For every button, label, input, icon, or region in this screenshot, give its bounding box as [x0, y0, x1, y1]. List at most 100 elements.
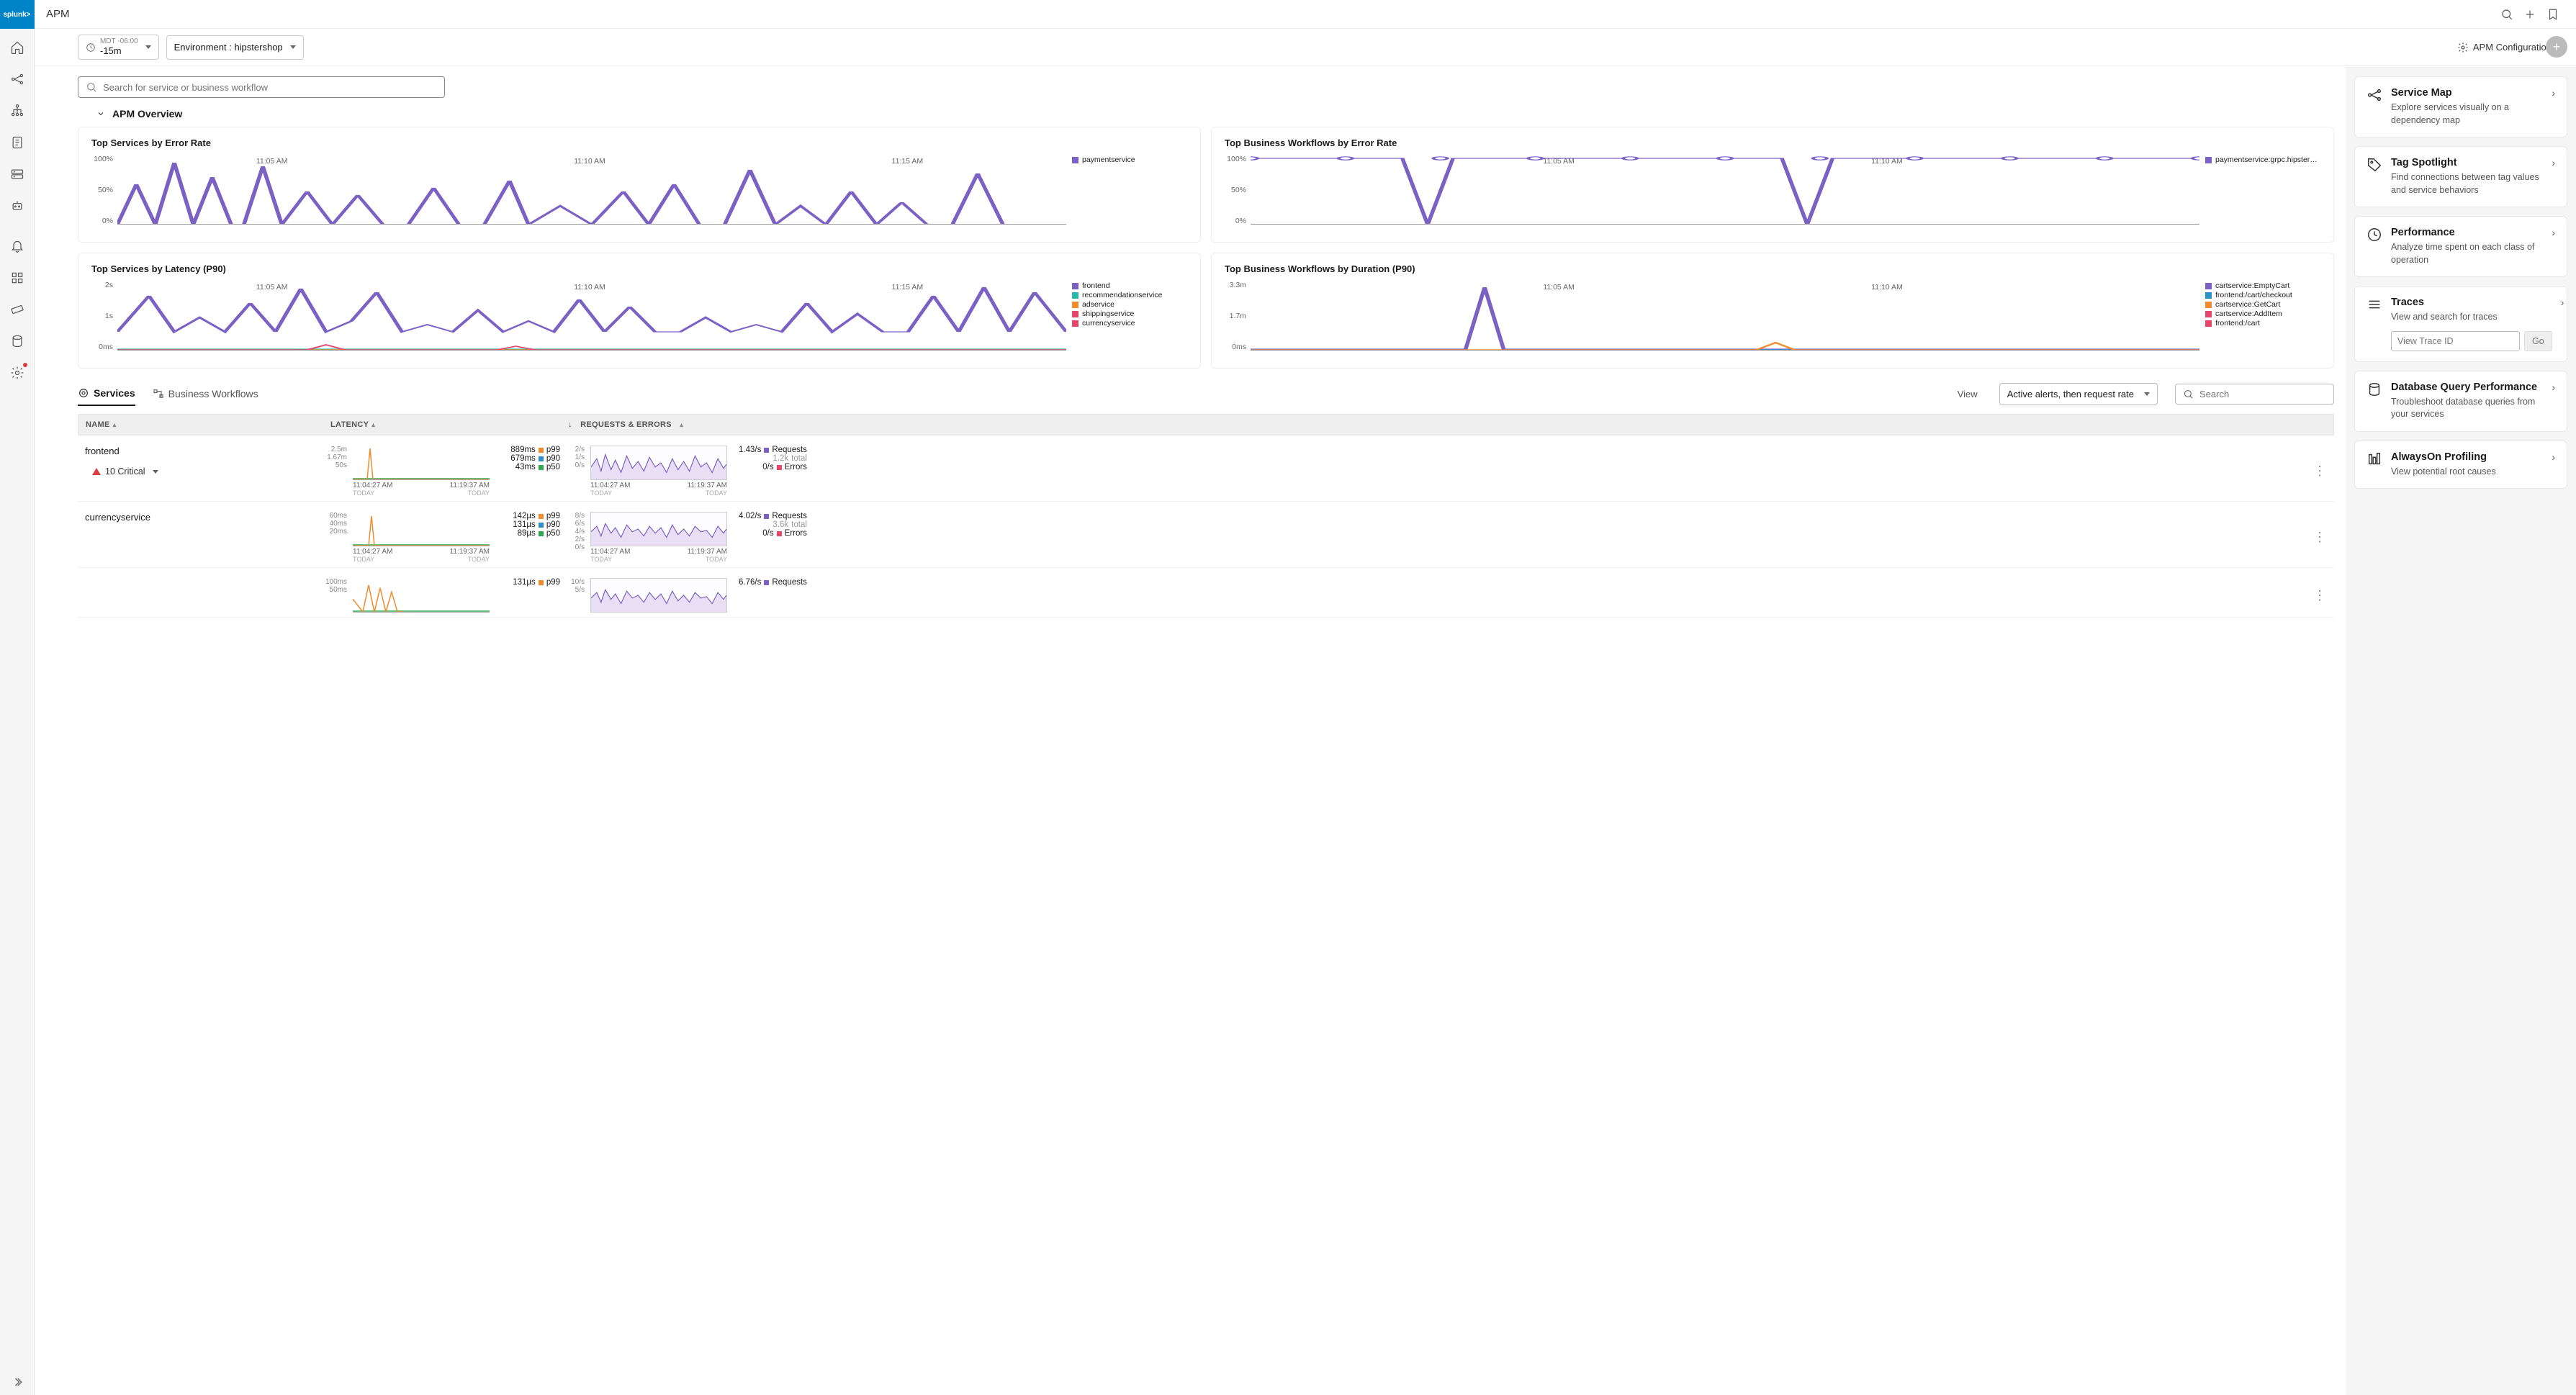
chevron-right-icon: › [2552, 227, 2555, 238]
view-select[interactable]: Active alerts, then request rate [1999, 383, 2158, 405]
requests-cell: 2/s1/s0/s11:04:27 AM11:19:37 AMTODAYTODA… [560, 446, 2305, 497]
side-card-perf[interactable]: Performance Analyze time spent on each cl… [2354, 216, 2567, 277]
home-icon[interactable] [4, 35, 30, 60]
row-menu-icon[interactable]: ⋮ [2305, 530, 2334, 545]
side-card-desc: View potential root causes [2391, 466, 2543, 479]
topbar: APM [35, 0, 2576, 29]
chevron-down-icon [290, 45, 296, 49]
legend-item: frontend [1072, 281, 1187, 290]
server-icon[interactable] [4, 161, 30, 187]
services-tabs: Services Business Workflows View Active … [78, 382, 2334, 407]
col-latency[interactable]: LATENCY [323, 415, 561, 435]
bot-icon[interactable] [4, 193, 30, 219]
chevron-down-icon [2144, 392, 2150, 396]
tag-icon [2366, 157, 2382, 173]
chart-title: Top Services by Latency (P90) [91, 263, 1187, 274]
search-icon [86, 81, 97, 93]
alert-badge[interactable]: 10 Critical [85, 466, 315, 477]
legend-item: adservice [1072, 300, 1187, 309]
search-icon[interactable] [2495, 3, 2518, 26]
legend-item: cartservice:GetCart [2205, 300, 2320, 309]
latency-cell: 2.5m1.67m50s11:04:27 AM11:19:37 AMTODAYT… [323, 446, 560, 497]
controlbar: MDT -06:00 -15m Environment : hipstersho… [35, 29, 2576, 66]
legend-item: paymentservice [1072, 155, 1187, 164]
side-card-title: AlwaysOn Profiling [2391, 451, 2543, 463]
settings-icon[interactable] [4, 360, 30, 386]
table-row[interactable]: frontend10 Critical2.5m1.67m50s11:04:27 … [78, 435, 2334, 502]
service-name: frontend10 Critical [78, 446, 323, 497]
latency-cell: 60ms40ms20ms11:04:27 AM11:19:37 AMTODAYT… [323, 512, 560, 563]
side-card-prof[interactable]: AlwaysOn Profiling View potential root ca… [2354, 441, 2567, 489]
bell-icon[interactable] [4, 233, 30, 259]
db-icon[interactable] [4, 328, 30, 354]
side-card-title: Performance [2391, 227, 2543, 238]
chevron-down-icon [153, 470, 158, 474]
side-card-title: Tag Spotlight [2391, 157, 2543, 168]
side-card-desc: Analyze time spent on each class of oper… [2391, 241, 2543, 266]
side-card-trace[interactable]: Traces View and search for traces Go › [2354, 286, 2567, 362]
chart-title: Top Services by Error Rate [91, 137, 1187, 148]
side-card-tag[interactable]: Tag Spotlight Find connections between ta… [2354, 146, 2567, 207]
side-card-title: Database Query Performance [2391, 382, 2543, 393]
add-fab[interactable]: + [2546, 36, 2567, 58]
nav-rail: splunk> [0, 0, 35, 1395]
trace-icon [2366, 297, 2382, 312]
environment-picker[interactable]: Environment : hipstershop [166, 35, 304, 60]
time-range-picker[interactable]: MDT -06:00 -15m [78, 35, 159, 60]
expand-icon[interactable] [4, 1369, 30, 1395]
chevron-right-icon: › [2552, 451, 2555, 463]
side-card-map[interactable]: Service MapExplore services visually on … [2354, 76, 2567, 137]
chart-title: Top Business Workflows by Duration (P90) [1225, 263, 2320, 274]
tab-services[interactable]: Services [78, 382, 135, 406]
side-card-desc: Explore services visually on a dependenc… [2391, 101, 2543, 127]
service-search-input[interactable] [103, 82, 437, 93]
legend-item: frontend:/cart [2205, 319, 2320, 328]
search-icon [2183, 389, 2194, 399]
plus-icon[interactable] [2518, 3, 2541, 26]
overview-header[interactable]: APM Overview [96, 108, 2334, 119]
bookmark-icon[interactable] [2541, 3, 2564, 26]
tab-workflows[interactable]: Business Workflows [153, 382, 258, 405]
requests-cell: 8/s6/s4/s2/s0/s11:04:27 AM11:19:37 AMTOD… [560, 512, 2305, 563]
prof-icon [2366, 451, 2382, 467]
view-label: View [1958, 389, 1978, 399]
chevron-down-icon [145, 45, 151, 49]
side-card-desc: Troubleshoot database queries from your … [2391, 396, 2543, 421]
integrations-icon[interactable] [4, 66, 30, 92]
table-search-input[interactable] [2199, 389, 2326, 399]
row-menu-icon[interactable]: ⋮ [2305, 588, 2334, 603]
splunk-logo[interactable]: splunk> [0, 0, 35, 29]
main-content: APM Overview Top Services by Error Rate1… [35, 66, 2346, 1395]
chart-card: Top Business Workflows by Duration (P90)… [1211, 253, 2334, 369]
page-title: APM [46, 8, 70, 20]
side-card-db[interactable]: Database Query Performance Troubleshoot d… [2354, 371, 2567, 432]
chevron-right-icon: › [2552, 87, 2555, 99]
doc-icon[interactable] [4, 130, 30, 155]
legend-item: recommendationservice [1072, 291, 1187, 299]
side-card-desc: Find connections between tag values and … [2391, 171, 2543, 197]
table-row[interactable]: 100ms50ms131µsp9910/s5/s6.76/sRequests⋮ [78, 568, 2334, 618]
col-name[interactable]: NAME [78, 415, 323, 435]
table-header: NAME LATENCY ↓ REQUESTS & ERRORS ▴ [78, 414, 2334, 435]
alert-icon [92, 468, 101, 475]
trace-go-button[interactable]: Go [2524, 331, 2552, 351]
latency-cell: 100ms50ms131µsp99 [323, 578, 560, 613]
perf-icon [2366, 227, 2382, 243]
service-search[interactable] [78, 76, 445, 98]
side-card-title: Traces [2391, 297, 2552, 308]
apps-icon[interactable] [4, 265, 30, 291]
chevron-right-icon: › [2561, 297, 2564, 308]
ruler-icon[interactable] [4, 297, 30, 322]
side-card-desc: View and search for traces [2391, 311, 2552, 324]
chart-card: Top Services by Error Rate100%50%0%11:05… [78, 127, 1201, 243]
row-menu-icon[interactable]: ⋮ [2305, 464, 2334, 479]
right-sidebar: Service MapExplore services visually on … [2346, 66, 2576, 1395]
legend-item: cartservice:AddItem [2205, 310, 2320, 318]
tree-icon[interactable] [4, 98, 30, 124]
table-search[interactable] [2175, 384, 2334, 405]
table-row[interactable]: currencyservice60ms40ms20ms11:04:27 AM11… [78, 502, 2334, 568]
col-requests[interactable]: ↓ REQUESTS & ERRORS ▴ [561, 415, 2305, 435]
legend-item: cartservice:EmptyCart [2205, 281, 2320, 290]
trace-id-input[interactable] [2391, 331, 2520, 351]
map-icon [2366, 87, 2382, 103]
